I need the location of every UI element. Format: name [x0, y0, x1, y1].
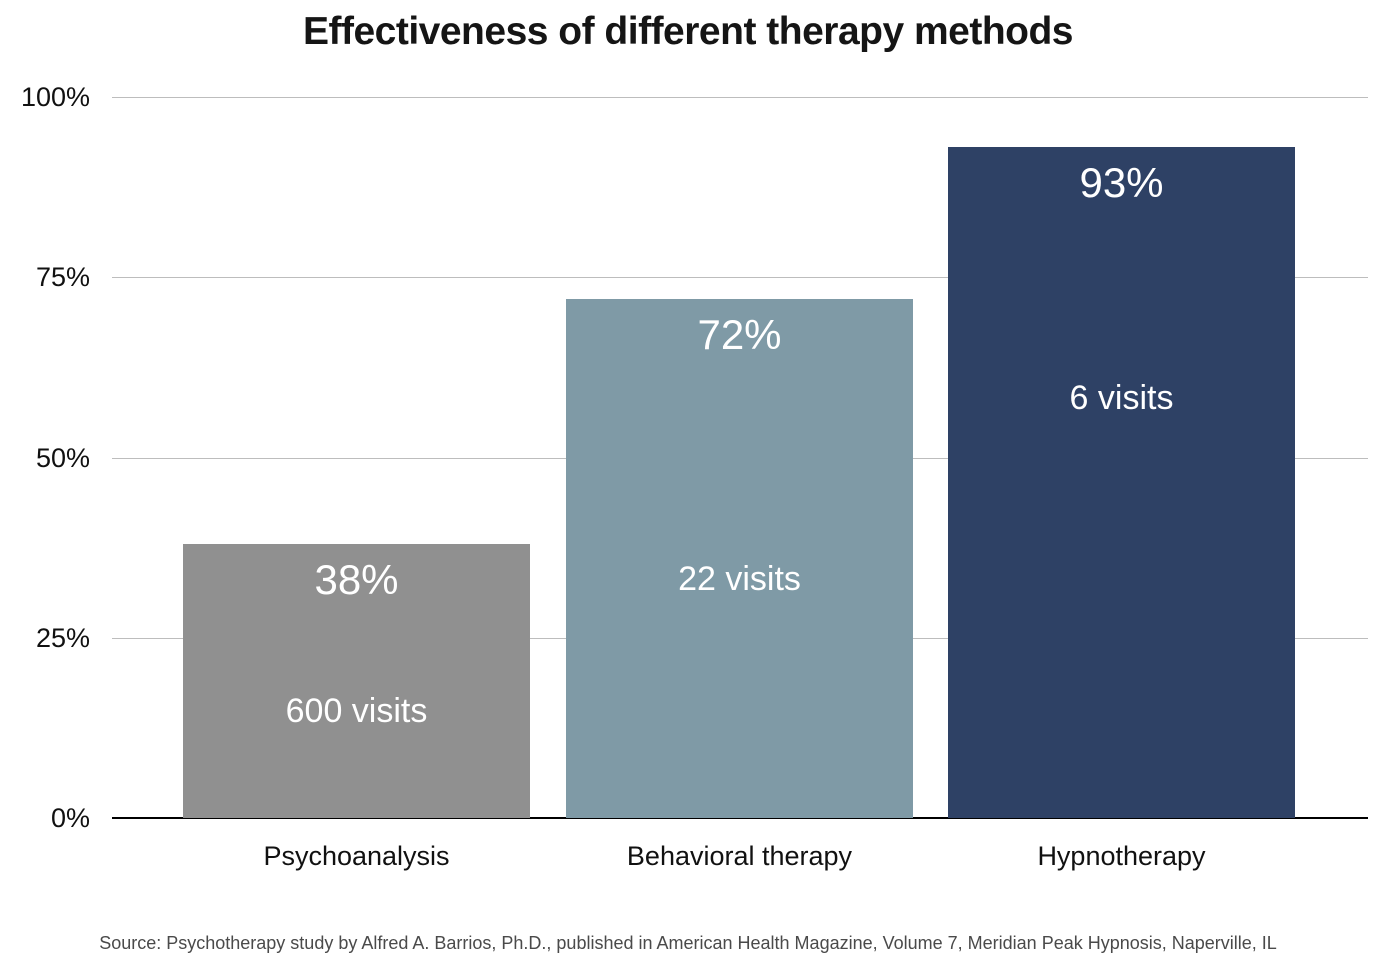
bar-psychoanalysis: 38% 600 visits: [183, 544, 530, 818]
bar-visits-label: 600 visits: [285, 692, 428, 731]
x-axis-line: [112, 817, 1368, 819]
y-tick-label-75%: 75%: [35, 262, 90, 293]
chart-title: Effectiveness of different therapy metho…: [302, 10, 1074, 53]
x-category-label-hypnotherapy: Hypnotherapy: [1037, 841, 1206, 871]
x-category-label-behavioral-therapy: Behavioral therapy: [626, 841, 853, 871]
bar-hypnotherapy: 93% 6 visits: [948, 147, 1295, 818]
bar-value-label: 72%: [697, 310, 782, 358]
gridline-75%: [112, 277, 1368, 279]
bar-value-label: 38%: [314, 556, 399, 604]
x-category-label-psychoanalysis: Psychoanalysis: [263, 841, 450, 871]
bar-behavioral-therapy: 72% 22 visits: [566, 298, 913, 818]
y-tick-label-0%: 0%: [50, 803, 90, 833]
bar-visits-label: 6 visits: [1069, 379, 1174, 418]
y-tick-label-25%: 25%: [35, 622, 90, 653]
bar-value-label: 93%: [1079, 159, 1164, 207]
y-tick-label-50%: 50%: [35, 442, 90, 473]
source-citation: Source: Psychotherapy study by Alfred A.…: [99, 933, 1277, 953]
y-tick-label-100%: 100%: [20, 82, 90, 112]
bar-visits-label: 22 visits: [678, 559, 801, 598]
gridline-100%: [112, 97, 1368, 98]
